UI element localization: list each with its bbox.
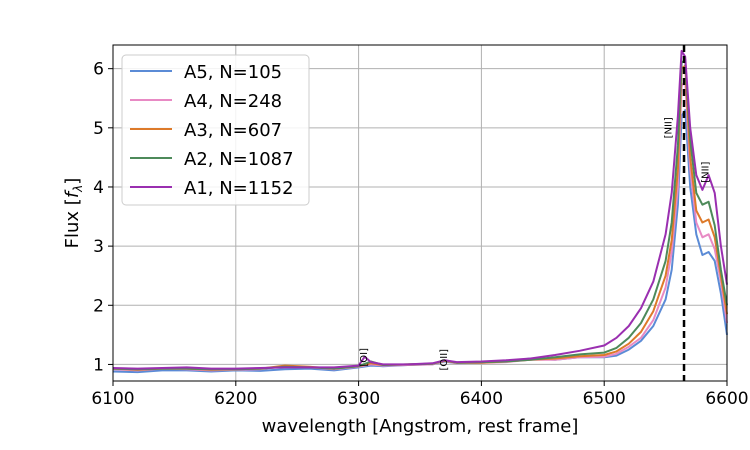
y-tick-label: 2 — [93, 296, 104, 316]
y-axis-title: Flux [fλ] — [62, 178, 85, 249]
legend-label: A1, N=1152 — [184, 178, 294, 199]
y-axis-title-subscript: λ — [71, 185, 85, 193]
x-tick-label: 6600 — [705, 389, 748, 409]
annotation-layer: [OI] [OII] [NII] [NII] — [359, 117, 711, 370]
y-tick-label: 3 — [93, 237, 104, 257]
plot-frame — [112, 44, 728, 382]
legend-label: A3, N=607 — [184, 120, 282, 141]
annotation-label: [NII] — [664, 117, 675, 138]
y-tick-label: 1 — [93, 355, 104, 375]
y-axis-title-suffix: ] — [62, 178, 83, 185]
legend-label: A2, N=1087 — [184, 149, 294, 170]
legend: A5, N=105 A4, N=248 A3, N=607 A2, N=1087 A1,… — [121, 54, 310, 206]
series-line-5 — [112, 49, 728, 370]
y-tick-label: 5 — [93, 119, 104, 139]
annotation-label: [OI] — [359, 348, 370, 367]
legend-box — [121, 54, 310, 206]
ticks: 6100 6200 6300 6400 6500 6600 1 2 3 4 5 6 — [91, 60, 748, 409]
legend-label: A5, N=105 — [184, 62, 282, 83]
x-tick-label: 6400 — [460, 389, 503, 409]
y-axis-title-symbol: f — [62, 189, 83, 198]
x-axis-title: wavelength [Angstrom, rest frame] — [262, 416, 579, 437]
y-tick-label: 4 — [93, 178, 104, 198]
x-tick-label: 6500 — [583, 389, 626, 409]
y-axis-title-prefix: Flux [ — [62, 198, 83, 248]
annotation-label: [OII] — [439, 349, 450, 371]
y-tick-label: 6 — [93, 60, 104, 80]
series-layer — [112, 45, 728, 381]
x-tick-label: 6100 — [91, 389, 134, 409]
x-tick-label: 6300 — [337, 389, 380, 409]
annotation-label: [NII] — [701, 161, 712, 182]
legend-label: A4, N=248 — [184, 91, 282, 112]
x-tick-label: 6200 — [214, 389, 257, 409]
